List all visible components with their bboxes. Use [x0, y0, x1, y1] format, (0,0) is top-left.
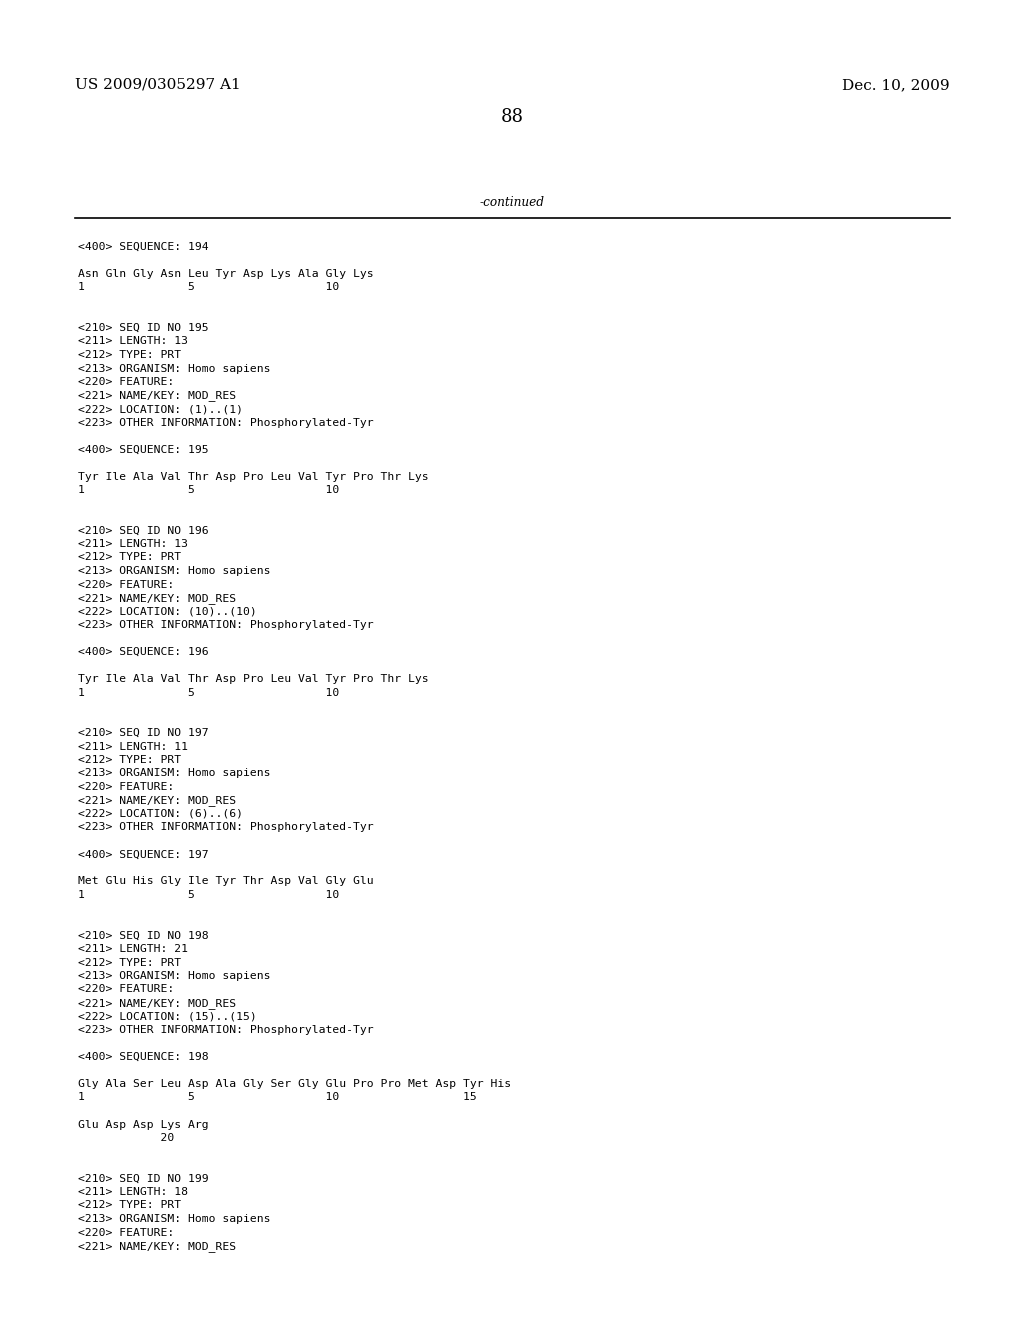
Text: <213> ORGANISM: Homo sapiens: <213> ORGANISM: Homo sapiens — [78, 972, 270, 981]
Text: <210> SEQ ID NO 195: <210> SEQ ID NO 195 — [78, 323, 209, 333]
Text: <211> LENGTH: 13: <211> LENGTH: 13 — [78, 337, 188, 346]
Text: <212> TYPE: PRT: <212> TYPE: PRT — [78, 755, 181, 766]
Text: 20: 20 — [78, 1133, 174, 1143]
Text: <213> ORGANISM: Homo sapiens: <213> ORGANISM: Homo sapiens — [78, 1214, 270, 1224]
Text: Asn Gln Gly Asn Leu Tyr Asp Lys Ala Gly Lys: Asn Gln Gly Asn Leu Tyr Asp Lys Ala Gly … — [78, 269, 374, 279]
Text: <211> LENGTH: 13: <211> LENGTH: 13 — [78, 539, 188, 549]
Text: Tyr Ile Ala Val Thr Asp Pro Leu Val Tyr Pro Thr Lys: Tyr Ile Ala Val Thr Asp Pro Leu Val Tyr … — [78, 471, 429, 482]
Text: 1               5                   10: 1 5 10 — [78, 282, 339, 293]
Text: <213> ORGANISM: Homo sapiens: <213> ORGANISM: Homo sapiens — [78, 566, 270, 576]
Text: <210> SEQ ID NO 198: <210> SEQ ID NO 198 — [78, 931, 209, 940]
Text: <221> NAME/KEY: MOD_RES: <221> NAME/KEY: MOD_RES — [78, 998, 237, 1008]
Text: <220> FEATURE:: <220> FEATURE: — [78, 985, 174, 994]
Text: <212> TYPE: PRT: <212> TYPE: PRT — [78, 350, 181, 360]
Text: <222> LOCATION: (15)..(15): <222> LOCATION: (15)..(15) — [78, 1011, 257, 1022]
Text: <400> SEQUENCE: 194: <400> SEQUENCE: 194 — [78, 242, 209, 252]
Text: <223> OTHER INFORMATION: Phosphorylated-Tyr: <223> OTHER INFORMATION: Phosphorylated-… — [78, 620, 374, 630]
Text: <212> TYPE: PRT: <212> TYPE: PRT — [78, 1200, 181, 1210]
Text: <400> SEQUENCE: 197: <400> SEQUENCE: 197 — [78, 850, 209, 859]
Text: <221> NAME/KEY: MOD_RES: <221> NAME/KEY: MOD_RES — [78, 593, 237, 605]
Text: <223> OTHER INFORMATION: Phosphorylated-Tyr: <223> OTHER INFORMATION: Phosphorylated-… — [78, 1026, 374, 1035]
Text: <222> LOCATION: (1)..(1): <222> LOCATION: (1)..(1) — [78, 404, 243, 414]
Text: <211> LENGTH: 21: <211> LENGTH: 21 — [78, 944, 188, 954]
Text: Dec. 10, 2009: Dec. 10, 2009 — [843, 78, 950, 92]
Text: <222> LOCATION: (6)..(6): <222> LOCATION: (6)..(6) — [78, 809, 243, 818]
Text: <211> LENGTH: 11: <211> LENGTH: 11 — [78, 742, 188, 751]
Text: <210> SEQ ID NO 196: <210> SEQ ID NO 196 — [78, 525, 209, 536]
Text: Tyr Ile Ala Val Thr Asp Pro Leu Val Tyr Pro Thr Lys: Tyr Ile Ala Val Thr Asp Pro Leu Val Tyr … — [78, 675, 429, 684]
Text: <220> FEATURE:: <220> FEATURE: — [78, 579, 174, 590]
Text: Met Glu His Gly Ile Tyr Thr Asp Val Gly Glu: Met Glu His Gly Ile Tyr Thr Asp Val Gly … — [78, 876, 374, 887]
Text: <213> ORGANISM: Homo sapiens: <213> ORGANISM: Homo sapiens — [78, 768, 270, 779]
Text: <210> SEQ ID NO 197: <210> SEQ ID NO 197 — [78, 729, 209, 738]
Text: <220> FEATURE:: <220> FEATURE: — [78, 781, 174, 792]
Text: 88: 88 — [501, 108, 523, 125]
Text: <221> NAME/KEY: MOD_RES: <221> NAME/KEY: MOD_RES — [78, 1241, 237, 1251]
Text: 1               5                   10: 1 5 10 — [78, 688, 339, 697]
Text: <222> LOCATION: (10)..(10): <222> LOCATION: (10)..(10) — [78, 606, 257, 616]
Text: <223> OTHER INFORMATION: Phosphorylated-Tyr: <223> OTHER INFORMATION: Phosphorylated-… — [78, 822, 374, 833]
Text: <220> FEATURE:: <220> FEATURE: — [78, 378, 174, 387]
Text: -continued: -continued — [479, 195, 545, 209]
Text: <213> ORGANISM: Homo sapiens: <213> ORGANISM: Homo sapiens — [78, 363, 270, 374]
Text: 1               5                   10: 1 5 10 — [78, 484, 339, 495]
Text: <212> TYPE: PRT: <212> TYPE: PRT — [78, 553, 181, 562]
Text: Gly Ala Ser Leu Asp Ala Gly Ser Gly Glu Pro Pro Met Asp Tyr His: Gly Ala Ser Leu Asp Ala Gly Ser Gly Glu … — [78, 1078, 511, 1089]
Text: 1               5                   10                  15: 1 5 10 15 — [78, 1093, 477, 1102]
Text: <400> SEQUENCE: 195: <400> SEQUENCE: 195 — [78, 445, 209, 454]
Text: 1               5                   10: 1 5 10 — [78, 890, 339, 900]
Text: <212> TYPE: PRT: <212> TYPE: PRT — [78, 957, 181, 968]
Text: US 2009/0305297 A1: US 2009/0305297 A1 — [75, 78, 241, 92]
Text: <210> SEQ ID NO 199: <210> SEQ ID NO 199 — [78, 1173, 209, 1184]
Text: <400> SEQUENCE: 196: <400> SEQUENCE: 196 — [78, 647, 209, 657]
Text: <220> FEATURE:: <220> FEATURE: — [78, 1228, 174, 1238]
Text: <221> NAME/KEY: MOD_RES: <221> NAME/KEY: MOD_RES — [78, 796, 237, 807]
Text: Glu Asp Asp Lys Arg: Glu Asp Asp Lys Arg — [78, 1119, 209, 1130]
Text: <223> OTHER INFORMATION: Phosphorylated-Tyr: <223> OTHER INFORMATION: Phosphorylated-… — [78, 417, 374, 428]
Text: <400> SEQUENCE: 198: <400> SEQUENCE: 198 — [78, 1052, 209, 1063]
Text: <211> LENGTH: 18: <211> LENGTH: 18 — [78, 1187, 188, 1197]
Text: <221> NAME/KEY: MOD_RES: <221> NAME/KEY: MOD_RES — [78, 391, 237, 401]
